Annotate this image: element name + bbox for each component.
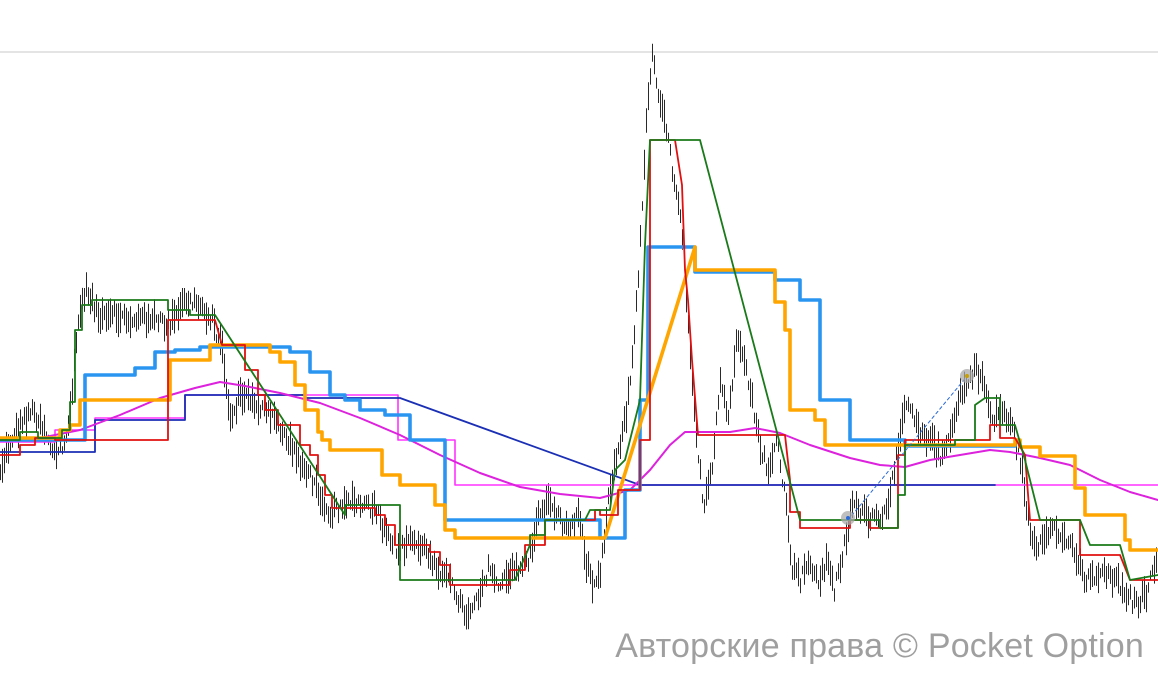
blue-step-series bbox=[0, 245, 1017, 540]
magenta-curve-series bbox=[0, 381, 1158, 501]
price-bars bbox=[0, 43, 1157, 630]
projection-dashed-series bbox=[847, 374, 969, 521]
marker-dot bbox=[846, 516, 850, 520]
marker-dot bbox=[965, 374, 969, 378]
green-step-series bbox=[0, 139, 1158, 581]
watermark-text: Авторские права © Pocket Option bbox=[615, 627, 1144, 665]
